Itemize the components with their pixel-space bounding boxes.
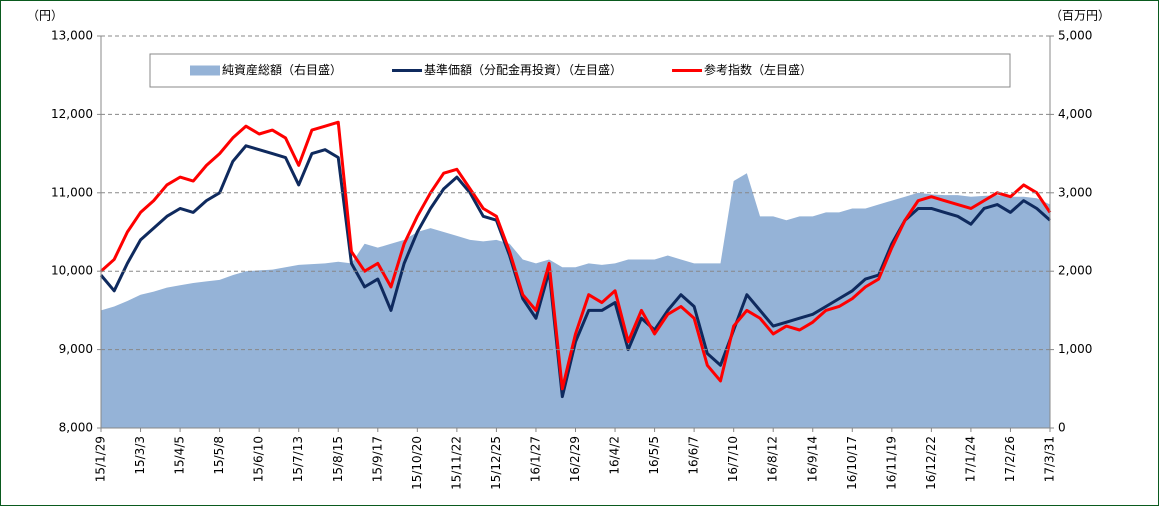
x-tick-label: 16/12/22 [924,436,938,490]
left-unit: （円） [27,9,63,23]
x-tick-label: 16/8/12 [766,436,780,482]
y2-tick-label: 1,000 [1058,342,1092,356]
legend-label: 純資産総額（右目盛） [222,62,342,77]
x-tick-label: 16/9/14 [805,436,819,482]
legend-box [149,53,1011,88]
x-tick-label: 16/10/17 [845,436,859,490]
y-tick-label: 10,000 [51,264,93,278]
line [100,120,1052,391]
line [99,144,1051,399]
x-tick-label: 15/8/15 [331,436,345,482]
legend-swatch [190,65,220,76]
y2-tick-label: 0 [1058,421,1066,435]
x-tick-label: 17/1/24 [963,436,977,482]
x-tick-label: 16/11/19 [884,436,898,490]
x-tick-label: 15/12/25 [489,436,503,490]
y2-tick-label: 3,000 [1058,185,1092,199]
y-tick-label: 12,000 [51,107,93,121]
x-tick-label: 15/11/22 [449,436,463,490]
x-tick-label: 15/1/29 [94,436,108,482]
x-tick-label: 15/9/17 [370,436,384,482]
x-tick-label: 15/4/5 [173,436,187,475]
x-tick-label: 15/3/3 [133,436,147,475]
legend-label: 基準価額（分配金再投資）（左目盛） [424,62,622,77]
x-tick-label: 16/7/10 [726,436,740,482]
y2-tick-label: 4,000 [1058,107,1092,121]
x-tick-label: 16/4/2 [608,436,622,475]
legend-label: 参考指数（左目盛） [704,62,812,77]
area [101,173,1050,428]
x-tick-label: 16/5/5 [647,436,661,475]
y2-tick-label: 5,000 [1058,29,1092,43]
y-tick-label: 13,000 [51,29,93,43]
x-tick-label: 17/3/31 [1043,436,1057,482]
right-unit: （百万円） [1050,9,1110,23]
x-tick-label: 15/7/13 [291,436,305,482]
x-tick-label: 17/2/26 [1003,436,1017,482]
y-tick-label: 9,000 [59,342,93,356]
y-tick-label: 8,000 [59,421,93,435]
x-tick-label: 16/6/7 [687,436,701,475]
x-tick-label: 15/6/10 [252,436,266,482]
y2-tick-label: 2,000 [1058,264,1092,278]
y-tick-label: 11,000 [51,185,93,199]
x-tick-label: 16/2/29 [568,436,582,482]
x-tick-label: 15/10/20 [410,436,424,490]
x-tick-label: 15/5/8 [212,436,226,475]
x-tick-label: 16/1/27 [528,436,542,482]
